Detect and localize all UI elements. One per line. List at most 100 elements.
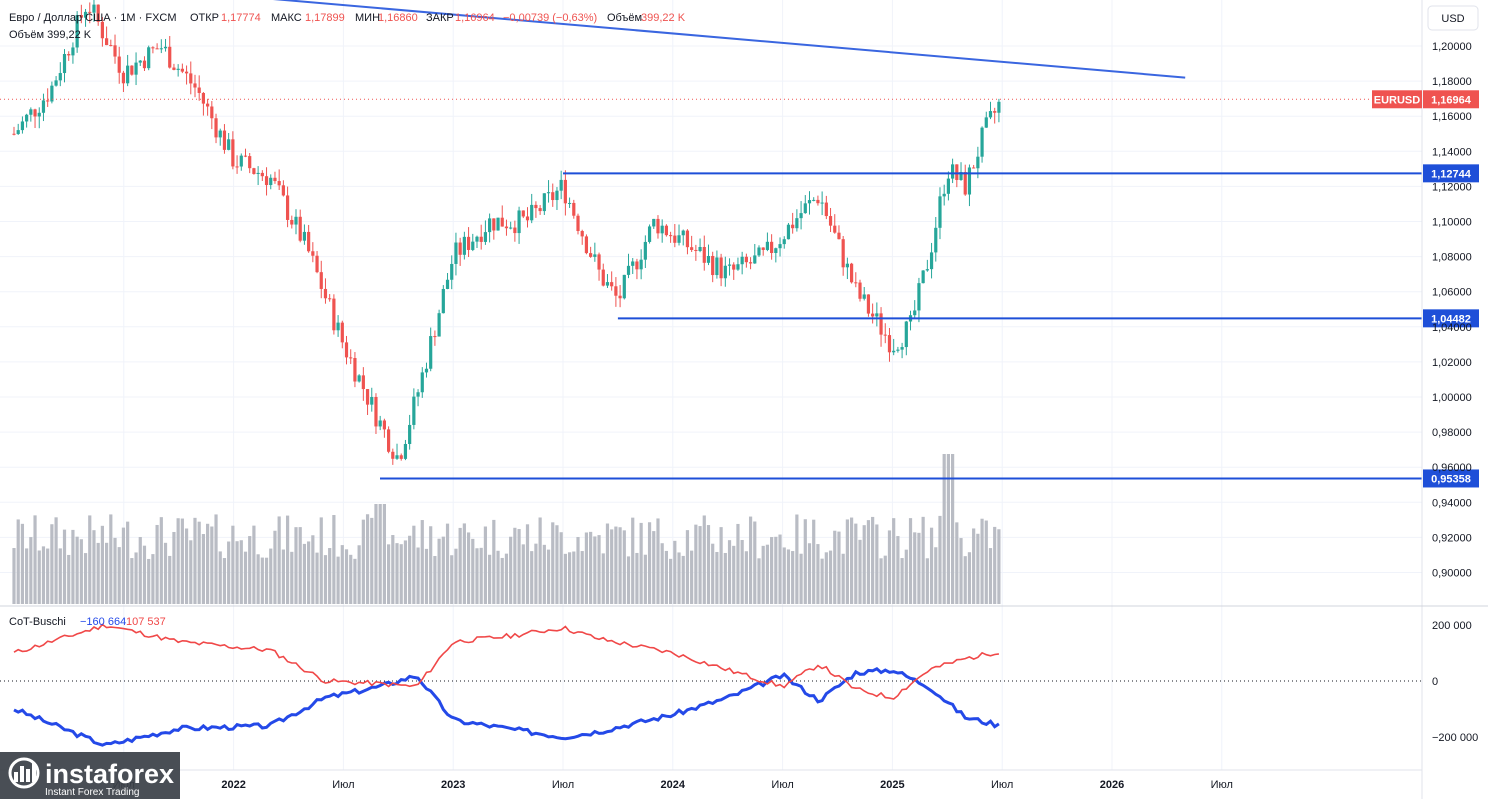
candle-body[interactable] [403, 443, 408, 459]
candle-body[interactable] [669, 235, 673, 237]
candle-body[interactable] [41, 100, 46, 113]
candle-body[interactable] [475, 236, 479, 242]
candle-body[interactable] [803, 203, 807, 214]
candle-body[interactable] [488, 218, 492, 233]
candle-body[interactable] [302, 231, 307, 241]
candle-body[interactable] [816, 199, 820, 204]
candle-body[interactable] [214, 118, 218, 138]
candle-body[interactable] [652, 218, 656, 227]
candle-body[interactable] [172, 67, 176, 70]
candle-body[interactable] [934, 227, 938, 253]
candle-body[interactable] [938, 196, 942, 228]
candle-body[interactable] [774, 248, 778, 253]
instaforex-logo[interactable]: instaforex Instant Forex Trading [0, 752, 180, 799]
candle-body[interactable] [340, 322, 344, 343]
candle-body[interactable] [492, 218, 496, 231]
support-resistance-levels[interactable]: 1,12744 1,04482 0,95358 [380, 164, 1479, 488]
candle-body[interactable] [79, 15, 83, 18]
candle-body[interactable] [593, 254, 597, 257]
candle-body[interactable] [391, 451, 395, 459]
candle-body[interactable] [361, 375, 365, 390]
candle-body[interactable] [378, 420, 382, 427]
candle-body[interactable] [471, 241, 475, 250]
candle-body[interactable] [420, 372, 424, 393]
candle-body[interactable] [925, 269, 929, 271]
candle-body[interactable] [951, 164, 955, 179]
candle-body[interactable] [243, 155, 248, 157]
candle-body[interactable] [647, 226, 652, 242]
candle-body[interactable] [753, 255, 757, 264]
candle-body[interactable] [563, 179, 567, 204]
candle-body[interactable] [580, 231, 584, 237]
candle-body[interactable] [12, 133, 16, 135]
candle-body[interactable] [16, 130, 20, 134]
candle-body[interactable] [479, 236, 483, 242]
candle-body[interactable] [319, 272, 323, 289]
candle-body[interactable] [546, 192, 551, 194]
candle-body[interactable] [387, 429, 391, 452]
candle-body[interactable] [639, 259, 643, 270]
candle-body[interactable] [883, 334, 887, 336]
candle-body[interactable] [589, 253, 593, 257]
candle-body[interactable] [997, 101, 1001, 113]
candle-body[interactable] [913, 310, 917, 316]
candle-body[interactable] [285, 195, 290, 220]
candle-body[interactable] [113, 45, 117, 57]
candle-body[interactable] [88, 11, 92, 13]
candle-body[interactable] [483, 232, 488, 242]
candle-body[interactable] [534, 204, 538, 209]
candle-body[interactable] [706, 255, 711, 263]
candle-body[interactable] [370, 396, 374, 405]
candle-body[interactable] [180, 68, 184, 72]
candle-body[interactable] [967, 167, 972, 195]
candle-body[interactable] [685, 230, 690, 248]
candle-body[interactable] [104, 38, 109, 46]
candle-body[interactable] [551, 192, 555, 201]
candle-body[interactable] [147, 47, 151, 69]
candle-body[interactable] [412, 396, 416, 425]
candle-body[interactable] [896, 349, 900, 351]
candle-body[interactable] [521, 210, 525, 217]
candle-body[interactable] [294, 216, 298, 225]
candle-body[interactable] [572, 202, 576, 216]
candle-body[interactable] [921, 270, 925, 284]
candle-body[interactable] [778, 244, 782, 249]
candle-body[interactable] [955, 164, 959, 180]
candle-body[interactable] [264, 176, 269, 186]
candle-body[interactable] [828, 216, 833, 226]
candle-body[interactable] [664, 225, 668, 236]
candle-body[interactable] [698, 247, 702, 252]
candle-body[interactable] [820, 202, 824, 204]
candle-body[interactable] [269, 177, 273, 186]
candle-body[interactable] [849, 263, 854, 283]
cot-axis[interactable]: 200 000 0 −200 000 [1432, 620, 1478, 744]
candle-body[interactable] [538, 208, 542, 212]
candle-body[interactable] [311, 251, 315, 256]
candle-body[interactable] [761, 247, 765, 250]
candle-body[interactable] [37, 112, 41, 117]
candle-body[interactable] [513, 227, 517, 234]
candle-body[interactable] [631, 261, 635, 266]
candle-body[interactable] [833, 225, 837, 233]
candle-body[interactable] [408, 424, 412, 444]
candle-body[interactable] [29, 109, 33, 115]
candle-body[interactable] [635, 261, 639, 270]
candle-body[interactable] [176, 68, 180, 70]
candle-body[interactable] [151, 47, 155, 49]
candle-body[interactable] [62, 54, 67, 74]
candle-body[interactable] [626, 265, 631, 275]
candle-body[interactable] [450, 263, 454, 280]
candle-body[interactable] [54, 80, 58, 86]
candle-body[interactable] [736, 264, 740, 270]
candle-body[interactable] [109, 45, 113, 47]
price-axis[interactable]: 1,20000 1,18000 1,16000 1,14000 1,12000 1,100… [1432, 41, 1472, 580]
candle-body[interactable] [96, 4, 100, 22]
candle-body[interactable] [504, 226, 509, 229]
candle-body[interactable] [622, 274, 626, 299]
time-axis[interactable]: Июл2022Июл2023Июл2024Июл2025Июл2026Июл [113, 779, 1233, 791]
candle-body[interactable] [210, 106, 214, 119]
candle-body[interactable] [618, 295, 622, 299]
candle-body[interactable] [517, 210, 521, 234]
candle-body[interactable] [256, 172, 260, 174]
candle-body[interactable] [328, 298, 332, 300]
